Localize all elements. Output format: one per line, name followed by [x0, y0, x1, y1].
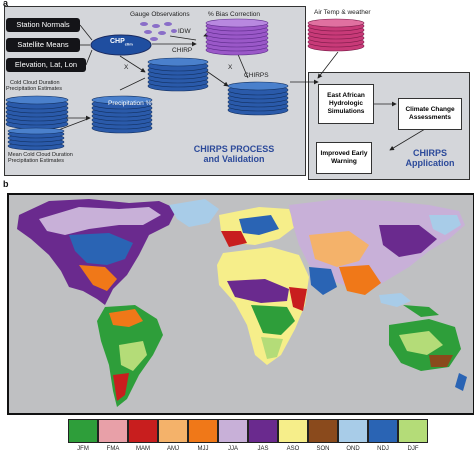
ccd-label-1: Cold Cloud Duration — [10, 80, 60, 86]
legend-swatch-ond — [338, 419, 368, 443]
climate-change-box: Climate Change Assessments — [398, 98, 462, 130]
chp-clim-ellipse — [90, 34, 152, 56]
legend-label-amj: AMJ — [167, 446, 179, 452]
legend-label-jfm: JFM — [77, 446, 89, 452]
ccd-label-2: Precipitation Estimates — [6, 86, 62, 92]
mean-ccd-label-2: Precipitation Estimates — [8, 158, 64, 164]
legend-swatch-amj — [158, 419, 188, 443]
legend-swatch-ndj — [368, 419, 398, 443]
panel-a-label: a — [3, 0, 9, 8]
legend-label-son: SON — [316, 446, 330, 452]
ccd-precip-stack — [5, 95, 69, 130]
legend-swatch-son — [308, 419, 338, 443]
early-warning-box: Improved Early Warning — [316, 142, 372, 174]
legend-swatch-mjj — [188, 419, 218, 443]
multiply-label-2: X — [228, 64, 233, 71]
bias-correction-stack — [205, 18, 269, 56]
legend-label-ndj: NDJ — [377, 446, 389, 452]
chp-label: CHPclim — [110, 38, 133, 47]
legend-label-mam: MAM — [136, 446, 150, 452]
legend-label-jja: JJA — [227, 446, 238, 452]
bias-correction-label: % Bias Correction — [208, 11, 261, 18]
chirp-label: CHIRP — [172, 47, 193, 54]
air-temp-label: Air Temp & weather — [314, 9, 371, 16]
legend-swatch-jfm — [68, 419, 98, 443]
process-title: CHIRPS PROCESS and Validation — [176, 144, 292, 164]
application-title-line-1: CHIRPS — [412, 148, 447, 158]
precipitation-pct-label: Precipitation % — [108, 100, 152, 107]
elevation-input: Elevation, Lat, Lon — [6, 58, 86, 72]
process-title-line-1: CHIRPS PROCESS — [193, 144, 275, 154]
legend-label-djf: DJF — [407, 446, 419, 452]
chirps-stack — [227, 81, 289, 116]
application-title-line-2: Application — [405, 158, 455, 168]
legend-label-mjj: MJJ — [197, 446, 209, 452]
air-temp-stack — [307, 18, 365, 52]
legend-swatch-fma — [98, 419, 128, 443]
legend-label-fma: FMA — [106, 446, 120, 452]
multiply-label-1: X — [124, 64, 129, 71]
legend-label-aso: ASO — [286, 446, 300, 452]
legend-swatch-aso — [278, 419, 308, 443]
mean-ccd-label-1: Mean Cold Cloud Duration — [8, 152, 73, 158]
application-title: CHIRPS Application — [396, 148, 464, 168]
world-seasonality-map — [7, 193, 474, 415]
legend-swatch-jja — [218, 419, 248, 443]
legend-label-jas: JAS — [257, 446, 269, 452]
chirp-stack — [147, 57, 209, 92]
precipitation-pct-stack — [91, 95, 153, 134]
process-title-line-2: and Validation — [203, 154, 265, 164]
legend-swatch-djf — [398, 419, 428, 443]
legend-swatch-mam — [128, 419, 158, 443]
world-map-image — [17, 199, 467, 407]
gauge-observations-label: Gauge Observations — [130, 11, 190, 18]
east-african-box: East African Hydrologic Simulations — [318, 84, 374, 124]
legend-swatch-jas — [248, 419, 278, 443]
gauge-dots-icon — [140, 22, 177, 41]
chirps-label: CHIRPS — [244, 72, 269, 79]
mean-ccd-stack — [7, 127, 65, 151]
station-normals-input: Station Normals — [6, 18, 80, 32]
legend-label-ond: OND — [346, 446, 360, 452]
satellite-means-input: Satellite Means — [6, 38, 80, 52]
panel-b-label: b — [3, 179, 9, 189]
idw-label: IDW — [178, 28, 191, 35]
